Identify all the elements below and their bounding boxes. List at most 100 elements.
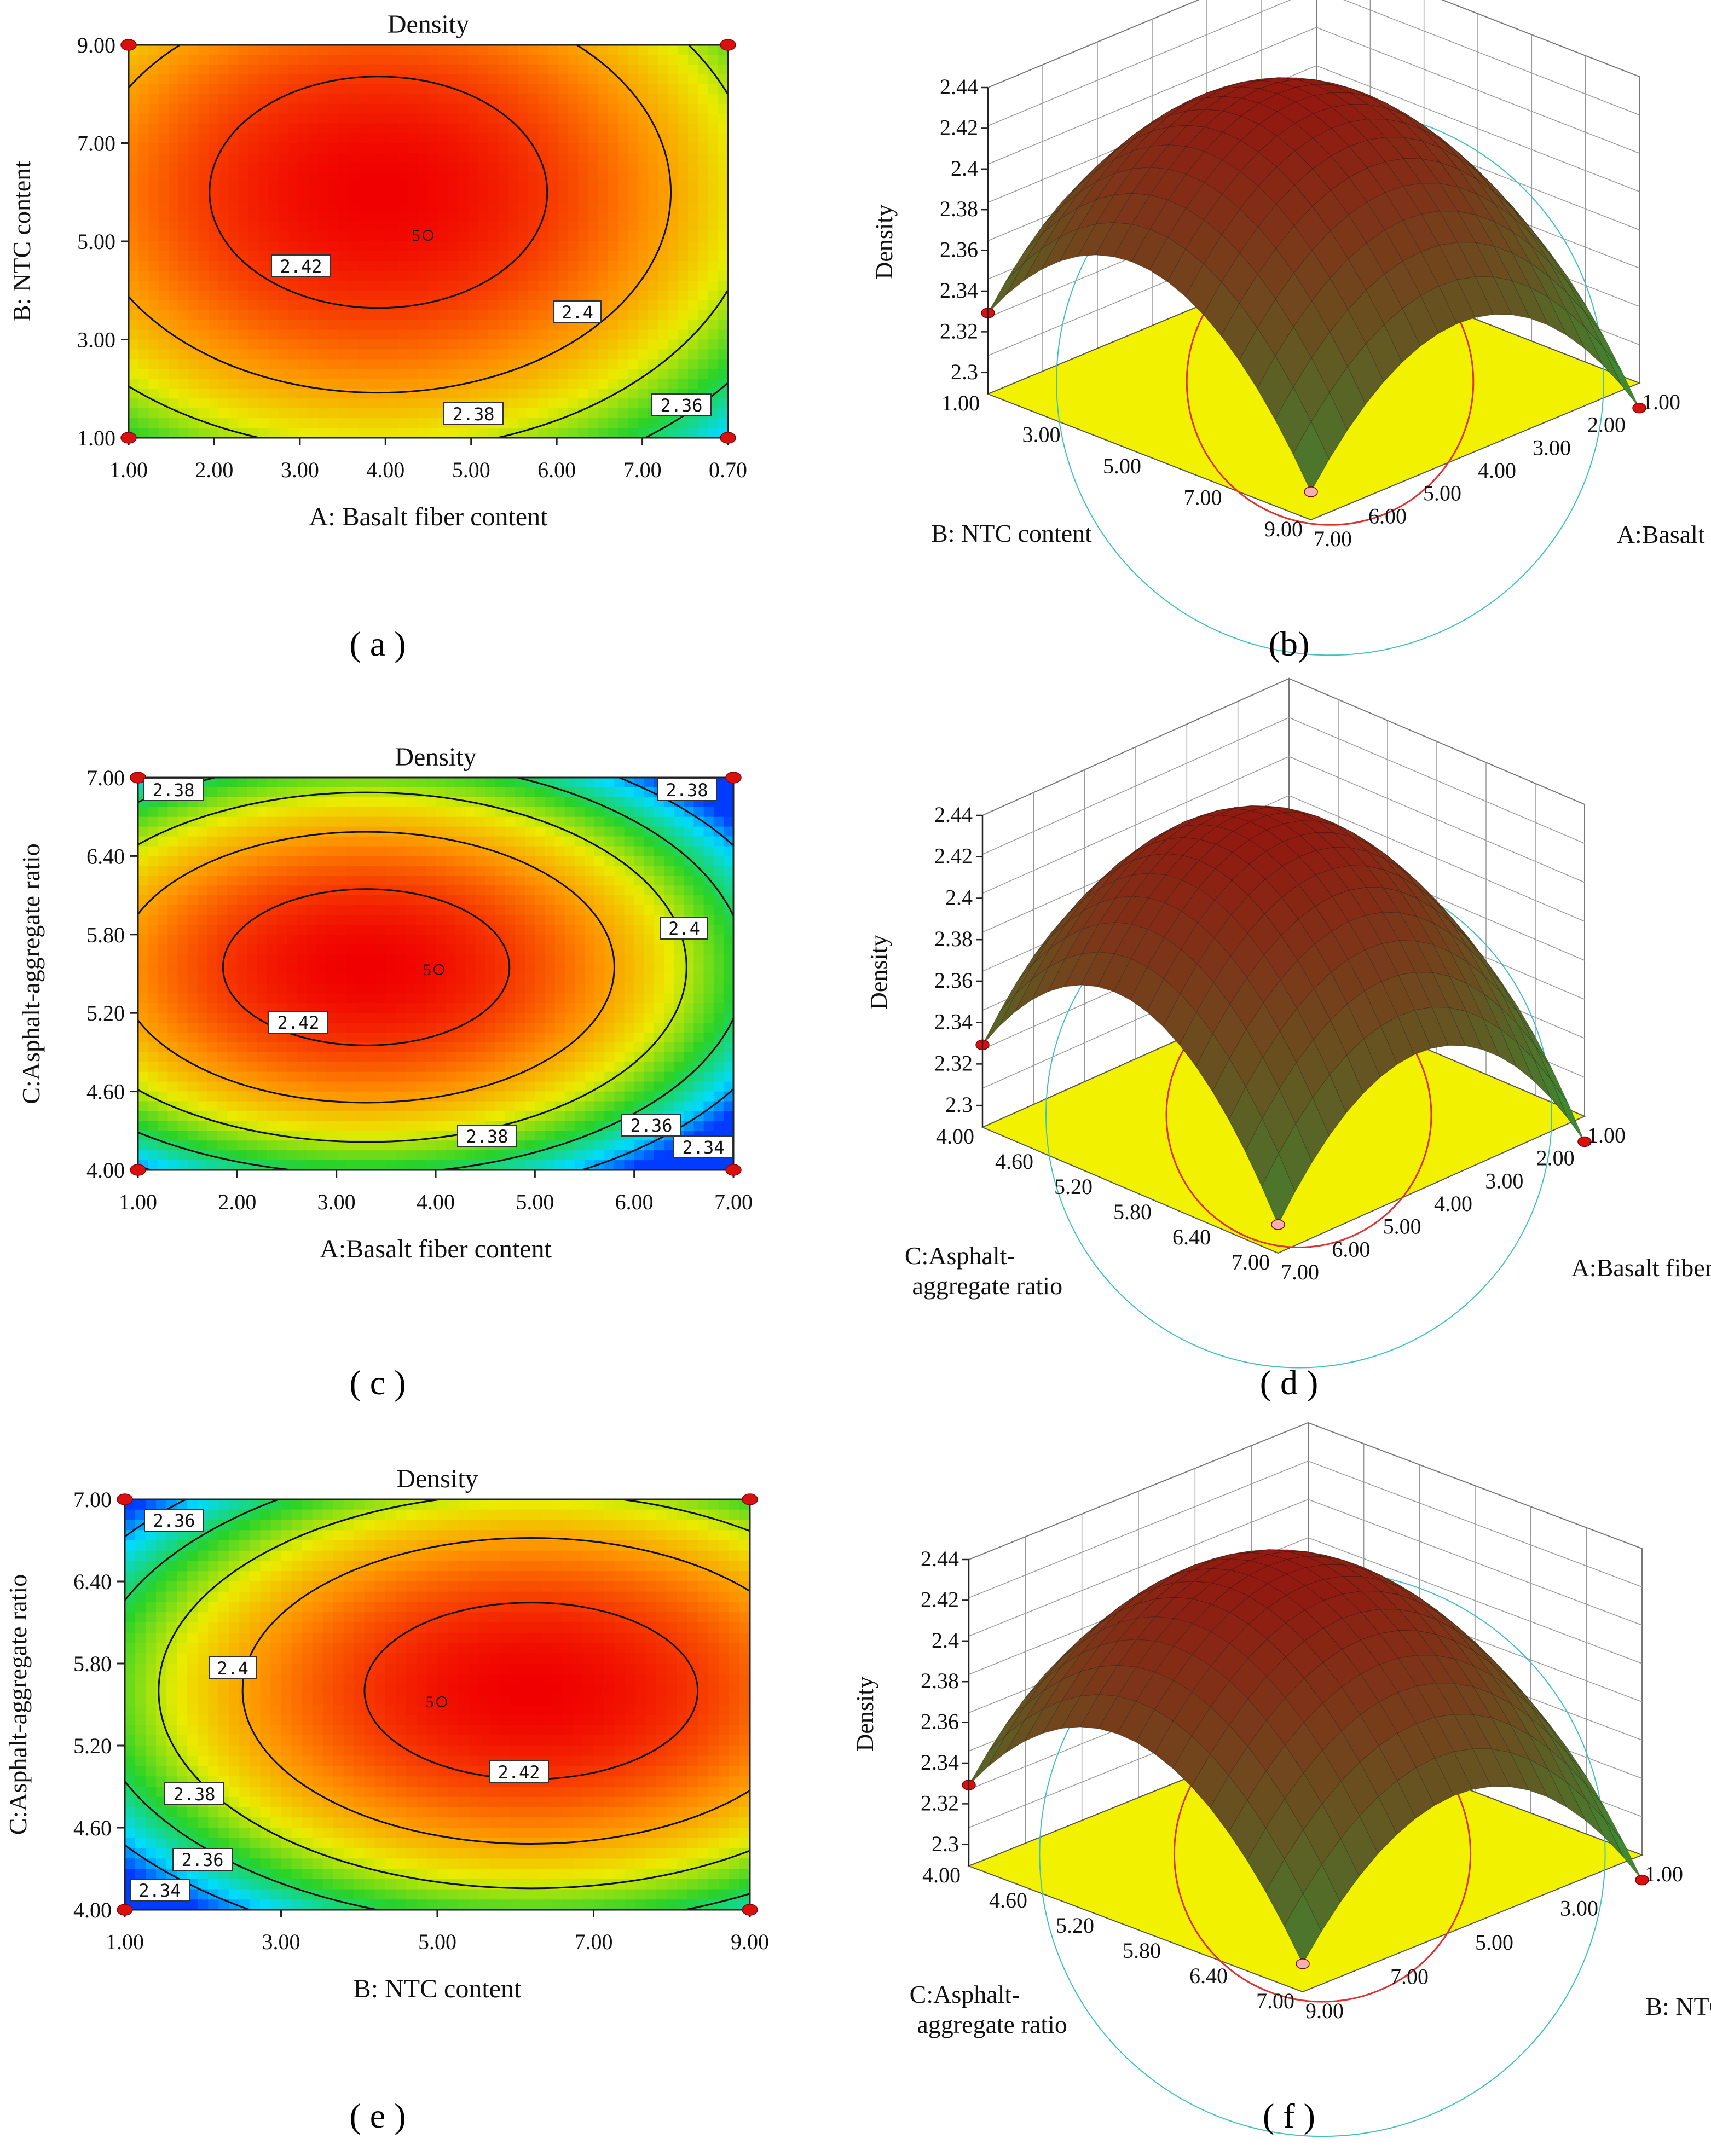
surface-cell [1064, 952, 1099, 987]
contour-label: 2.42 [280, 256, 322, 277]
contour-line [129, 45, 672, 394]
y-tick-label: 5.80 [1113, 1199, 1152, 1224]
contour-label-box [651, 393, 712, 416]
surface-cell [1165, 837, 1200, 856]
surface-cell [1080, 952, 1115, 987]
y-axis-label: B: NTC content [8, 161, 36, 322]
contour-plot-e: Density 1.00 3.00 5.00 7.00 9.00 4.00 4.60 5.20 5… [4, 1464, 769, 2003]
contour-label-box [172, 1848, 233, 1871]
surface-cell [1304, 1627, 1343, 1663]
y-tick-label: 5.00 [1103, 454, 1141, 478]
z-tick-label: 2.3 [951, 360, 978, 384]
x-axis-label: A:Basalt fiber content [320, 1235, 552, 1264]
x-tick-label: 1.00 [109, 457, 148, 482]
z-tick-label: 2.3 [945, 1092, 973, 1117]
surface-cell [1399, 891, 1435, 924]
surface-cell [1416, 1717, 1454, 1759]
x-tick-label: 1.00 [1645, 1862, 1683, 1886]
z-tick-label: 2.4 [932, 1628, 959, 1653]
center-point-marker [433, 964, 444, 975]
contour-line [138, 831, 615, 1104]
caption-e: ( e ) [349, 2096, 406, 2135]
surface-cell [1473, 1643, 1512, 1682]
x-tick-label: 4.00 [1478, 458, 1516, 483]
surface-cell [1547, 1769, 1586, 1821]
y-tick-label: 4.60 [73, 1816, 112, 1840]
surface-cell [1397, 1767, 1435, 1819]
x-tick-label: 5.00 [516, 1190, 554, 1214]
contour-label-box [209, 1656, 257, 1679]
surface-cell [1196, 982, 1230, 1034]
surface-cell [1416, 1683, 1455, 1718]
design-point-marker [130, 772, 146, 784]
y-tick-label: 1.00 [77, 426, 115, 450]
y-tick-label: 6.40 [86, 844, 125, 868]
surface-cell [1304, 1661, 1342, 1703]
contour-label: 2.4 [217, 1658, 248, 1679]
z-tick-label: 2.3 [932, 1832, 959, 1856]
surface-cell [1340, 1761, 1379, 1817]
contour-label: 2.36 [660, 395, 702, 416]
x-tick-label: 4.00 [417, 1190, 455, 1214]
contour-line [222, 888, 511, 1046]
design-point-marker [120, 432, 137, 444]
surface-cell [1059, 223, 1097, 262]
surface-cell [982, 993, 1016, 1045]
surface-cell [1230, 932, 1265, 978]
design-point-marker [1577, 1136, 1592, 1147]
surface-cell [1342, 1591, 1381, 1613]
contour-label: 2.4 [562, 302, 593, 323]
y-tick-label: 4.00 [73, 1898, 112, 1922]
surface-cell [1330, 1003, 1365, 1056]
y-tick-label: 7.00 [86, 766, 125, 790]
contour-label-box [673, 1135, 733, 1158]
surface-cell [1304, 1599, 1343, 1628]
surface-cell [987, 1720, 1025, 1767]
surface-cell [1378, 1780, 1417, 1835]
surface-cell [1298, 874, 1333, 907]
contour-label-box [268, 1011, 328, 1034]
x-axis-label: A:Basalt fiber content [1617, 520, 1711, 548]
surface-cell [1472, 1748, 1511, 1787]
design-point-marker [742, 1493, 758, 1505]
contour-plot-a: Density 1.00 2.00 3.00 4.00 5.00 6.00 7.00 0.70 1… [8, 10, 747, 531]
contour-label: 2.42 [498, 1762, 540, 1783]
surface-cell [1240, 152, 1277, 187]
contour-label: 2.36 [181, 1850, 223, 1870]
surface-cell [1491, 1693, 1530, 1736]
x-tick-label: 4.00 [366, 457, 404, 482]
surface-cell [1079, 1694, 1118, 1729]
x-tick-label: 3.00 [1485, 1168, 1523, 1193]
surface-cell [1231, 863, 1266, 896]
x-tick-label: 5.00 [1475, 1930, 1513, 1955]
surface-cell [1211, 1569, 1250, 1589]
y-tick-label: 9.00 [77, 33, 115, 57]
surface-cell [1221, 303, 1258, 361]
surface-cell [1275, 225, 1313, 274]
contour-lines [129, 45, 728, 438]
z-tick-label: 2.36 [921, 1709, 959, 1734]
contour-line [138, 791, 687, 1143]
surface-cell [1230, 895, 1265, 934]
y-tick-label: 7.00 [1256, 1989, 1294, 2013]
surface-cell [1119, 1582, 1157, 1608]
surface-cell [1493, 245, 1531, 288]
surface-cell [1154, 1645, 1193, 1681]
x-tick-label: 9.00 [1305, 1998, 1344, 2023]
y-axis-label-line1: C:Asphalt- [905, 1242, 1015, 1270]
x-tick-label: 6.00 [1332, 1237, 1370, 1261]
z-tick-label: 2.32 [940, 318, 978, 343]
surface-cell [1295, 1097, 1330, 1163]
x-tick-label: 4.00 [1434, 1191, 1472, 1216]
surface-cell [1185, 219, 1222, 265]
surface-cell [1276, 150, 1314, 186]
surface-cell [1330, 258, 1367, 310]
x-tick-label: 7.00 [1281, 1260, 1319, 1284]
surface-cell [1214, 880, 1249, 915]
surface-cell [1031, 958, 1066, 1001]
surface-cell [1113, 193, 1151, 225]
contour-label: 2.36 [153, 1510, 195, 1531]
x-tick-label: 7.00 [1314, 526, 1352, 551]
chart-title: Density [388, 10, 469, 39]
y-tick-label: 3.00 [77, 328, 115, 352]
